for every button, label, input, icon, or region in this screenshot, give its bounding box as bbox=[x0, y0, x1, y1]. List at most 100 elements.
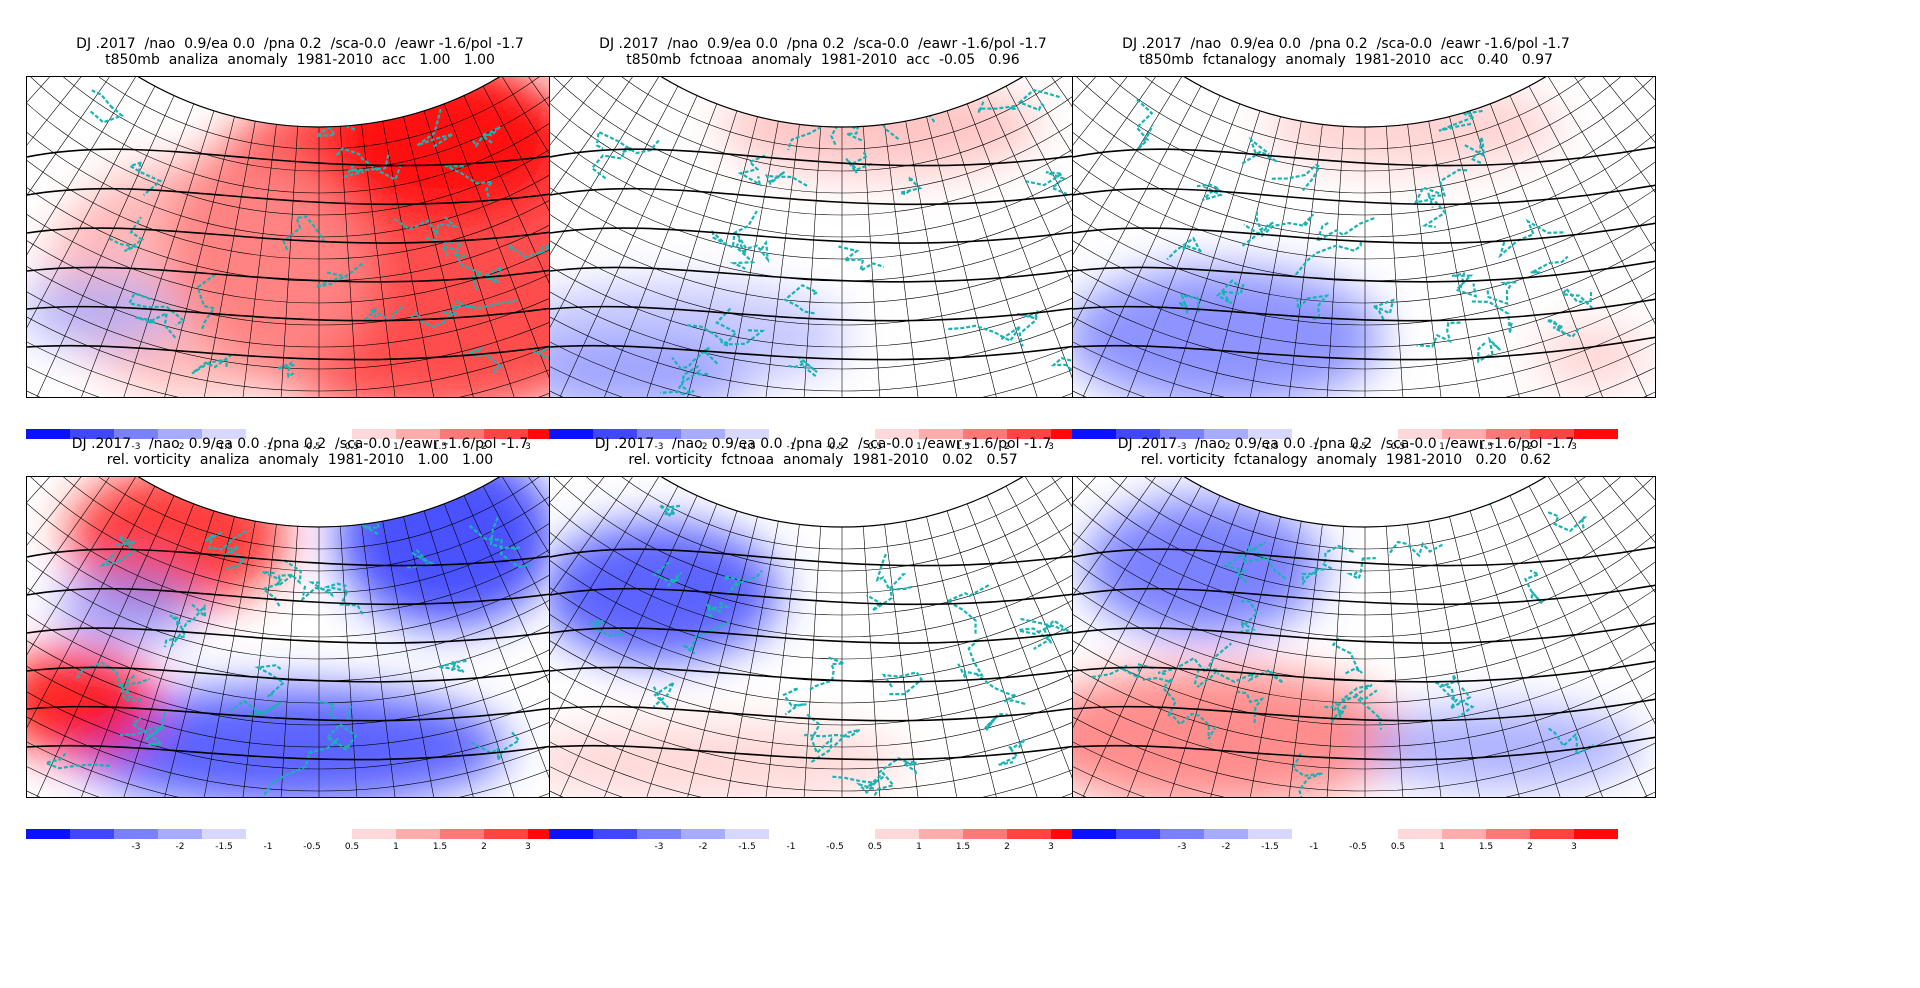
colorbar-segment bbox=[1204, 829, 1248, 839]
colorbar-tick-label: 1 bbox=[1439, 842, 1445, 852]
colorbar-tick-label: 0.5 bbox=[867, 442, 883, 452]
colorbar-tick-label: -0.5 bbox=[303, 842, 321, 852]
colorbar-tick-label: -2 bbox=[1221, 842, 1231, 852]
colorbar-segment bbox=[1574, 829, 1618, 839]
colorbar-tick-label: 0.5 bbox=[1390, 442, 1406, 452]
colorbar-tick-label: 1 bbox=[393, 442, 399, 452]
colorbar-segment bbox=[1248, 829, 1292, 839]
colorbar-tick-label: -1 bbox=[786, 842, 796, 852]
colorbar-segment bbox=[70, 829, 114, 839]
colorbar-segment bbox=[396, 829, 440, 839]
colorbar-tick-label: -1 bbox=[786, 442, 796, 452]
map-plot bbox=[26, 476, 610, 798]
colorbar-tick-label: 3 bbox=[525, 842, 531, 852]
colorbar-tick-label: 2 bbox=[481, 842, 487, 852]
colorbar-segment bbox=[352, 829, 396, 839]
colorbar-segment bbox=[593, 429, 637, 439]
colorbar-segment bbox=[1486, 829, 1530, 839]
colorbar-tick-label: 1.5 bbox=[955, 842, 971, 852]
panel-title-line2: rel. vorticity fctnoaa anomaly 1981-2010… bbox=[628, 452, 1018, 468]
colorbar-tick-label: 0.5 bbox=[1390, 842, 1406, 852]
panel-title-line1: DJ .2017 /nao 0.9/ea 0.0 /pna 0.2 /sca-0… bbox=[1122, 36, 1570, 52]
panel-title-line1: DJ .2017 /nao 0.9/ea 0.0 /pna 0.2 /sca-0… bbox=[76, 36, 524, 52]
panel-title-line2: rel. vorticity fctanalogy anomaly 1981-2… bbox=[1140, 452, 1552, 468]
colorbar-segment bbox=[1007, 829, 1051, 839]
colorbar-labels: -3 -2 -1.5 -1 -0.5 0.5 1 1.5 2 3 bbox=[549, 442, 1139, 456]
colorbar-tick-label: 1.5 bbox=[955, 442, 971, 452]
colorbar-segment bbox=[1160, 829, 1204, 839]
panel-title-line1: DJ .2017 /nao 0.9/ea 0.0 /pna 0.2 /sca-0… bbox=[599, 36, 1047, 52]
colorbar-segment bbox=[549, 429, 593, 439]
colorbar-segment bbox=[725, 429, 769, 439]
colorbar-tick-label: 3 bbox=[1571, 442, 1577, 452]
colorbar-segment bbox=[963, 829, 1007, 839]
colorbar-labels: -3 -2 -1.5 -1 -0.5 0.5 1 1.5 2 3 bbox=[26, 842, 616, 856]
colorbar-tick-label: -0.5 bbox=[1349, 442, 1367, 452]
colorbar-tick-label: 3 bbox=[525, 442, 531, 452]
colorbar-tick-label: -2 bbox=[1221, 442, 1231, 452]
colorbar-segment bbox=[1398, 429, 1442, 439]
contours bbox=[1073, 546, 1655, 761]
anomaly-blob bbox=[1363, 707, 1643, 787]
colorbar-segment bbox=[26, 829, 70, 839]
contours bbox=[550, 546, 1132, 761]
colorbar-tick-label: -1.5 bbox=[1261, 442, 1279, 452]
colorbar-segment bbox=[1574, 429, 1618, 439]
colorbar-tick-label: 1 bbox=[916, 442, 922, 452]
colorbar-segment bbox=[396, 429, 440, 439]
colorbar-segment bbox=[637, 829, 681, 839]
colorbar-tick-label: -0.5 bbox=[826, 442, 844, 452]
colorbar-tick-label: -1.5 bbox=[1261, 842, 1279, 852]
anomaly-blob bbox=[67, 687, 507, 797]
colorbar-segment bbox=[1007, 429, 1051, 439]
colorbar-tick-label: -1 bbox=[1309, 442, 1319, 452]
colorbar-tick-label: 1.5 bbox=[432, 842, 448, 852]
colorbar-segment bbox=[1072, 429, 1116, 439]
colorbar-tick-label: -2 bbox=[175, 442, 185, 452]
contours bbox=[27, 546, 609, 761]
colorbar-tick-label: 2 bbox=[1004, 442, 1010, 452]
map-plot bbox=[1072, 76, 1656, 398]
colorbar: -3 -2 -1.5 -1 -0.5 0.5 1 1.5 2 3 bbox=[549, 828, 1139, 858]
anomaly-blob bbox=[720, 77, 1040, 177]
colorbar-tick-label: 0.5 bbox=[867, 842, 883, 852]
colorbar-segment bbox=[1160, 429, 1204, 439]
colorbar: -3 -2 -1.5 -1 -0.5 0.5 1 1.5 2 3 bbox=[1072, 828, 1662, 858]
colorbar-tick-label: 2 bbox=[1527, 842, 1533, 852]
anomaly-blob bbox=[1073, 667, 1403, 797]
colorbar-tick-label: -2 bbox=[175, 842, 185, 852]
colorbar-segment bbox=[1486, 429, 1530, 439]
colorbar-segment bbox=[1530, 829, 1574, 839]
colorbar-segment bbox=[202, 829, 246, 839]
colorbar-tick-label: -1 bbox=[1309, 842, 1319, 852]
anomaly-field bbox=[1073, 477, 1655, 797]
colorbar-segment bbox=[1116, 429, 1160, 439]
colorbar-tick-label: 2 bbox=[481, 442, 487, 452]
map-svg bbox=[1073, 477, 1655, 797]
anomaly-blob bbox=[1083, 497, 1323, 637]
anomaly-blob bbox=[550, 337, 750, 397]
colorbar-segment bbox=[1072, 829, 1116, 839]
colorbar-segment bbox=[1530, 429, 1574, 439]
colorbar-labels: -3 -2 -1.5 -1 -0.5 0.5 1 1.5 2 3 bbox=[1072, 842, 1662, 856]
panel-title-line1: DJ .2017 /nao 0.9/ea 0.0 /pna 0.2 /sca-0… bbox=[71, 436, 529, 452]
colorbar-segment bbox=[637, 429, 681, 439]
colorbar-tick-label: -3 bbox=[654, 442, 664, 452]
anomaly-field bbox=[1073, 77, 1655, 397]
anomaly-blob bbox=[1533, 327, 1653, 387]
colorbar-labels: -3 -2 -1.5 -1 -0.5 0.5 1 1.5 2 3 bbox=[549, 842, 1139, 856]
colorbar-segment bbox=[875, 829, 919, 839]
colorbar-segment bbox=[70, 429, 114, 439]
colorbar: -3 -2 -1.5 -1 -0.5 0.5 1 1.5 2 3 bbox=[1072, 428, 1662, 458]
colorbar-tick-label: -1.5 bbox=[738, 442, 756, 452]
colorbar-tick-label: -1.5 bbox=[738, 842, 756, 852]
graticule bbox=[550, 77, 1132, 397]
colorbar-tick-label: 1 bbox=[1439, 442, 1445, 452]
panel-title-line2: t850mb fctnoaa anomaly 1981-2010 acc -0.… bbox=[626, 52, 1020, 68]
colorbar-segment bbox=[875, 429, 919, 439]
colorbar-segment bbox=[593, 829, 637, 839]
colorbar-tick-label: -2 bbox=[698, 442, 708, 452]
colorbar-segment bbox=[1248, 429, 1292, 439]
map-plot bbox=[1072, 476, 1656, 798]
colorbar-svg bbox=[26, 829, 572, 839]
